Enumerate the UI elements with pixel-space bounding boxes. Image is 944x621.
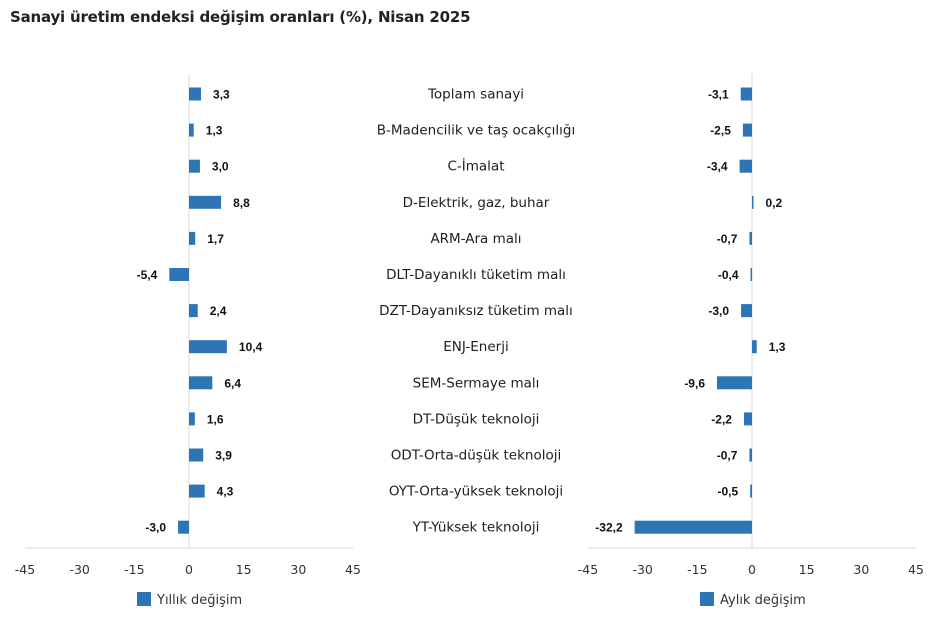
monthly-data-label: 0,2 [766, 196, 783, 210]
monthly-x-tick-label: -15 [687, 562, 707, 577]
category-label: Toplam sanayi [427, 87, 524, 103]
monthly-data-label: -0,5 [717, 485, 738, 499]
monthly-bar [750, 484, 752, 498]
annual-legend-swatch [137, 592, 151, 606]
monthly-data-label: -3,1 [708, 88, 729, 102]
monthly-data-label: -0,7 [717, 232, 738, 246]
annual-bar [189, 123, 194, 137]
annual-bar [189, 484, 205, 498]
category-label: ARM-Ara malı [430, 231, 521, 247]
monthly-x-tick-label: 15 [799, 562, 815, 577]
annual-x-tick-label: 0 [185, 562, 193, 577]
monthly-x-tick-label: 0 [748, 562, 756, 577]
annual-bar [189, 195, 222, 209]
category-labels: Toplam sanayi B-Madencilik ve taş ocakçıl… [377, 87, 576, 536]
monthly-data-label: -0,7 [717, 449, 738, 463]
monthly-legend: Aylık değişim [700, 592, 806, 608]
monthly-x-tick-label: 45 [908, 562, 924, 577]
annual-bar [169, 268, 189, 281]
category-label: DT-Düşük teknoloji [413, 411, 540, 427]
annual-bar [189, 87, 202, 101]
annual-data-label: 1,3 [206, 124, 223, 138]
monthly-bar [634, 520, 752, 534]
monthly-data-label: 1,3 [769, 340, 786, 354]
annual-data-label: 2,4 [210, 304, 227, 318]
monthly-data-label: -3,4 [707, 160, 728, 174]
monthly-x-tick-label: -30 [632, 562, 652, 577]
annual-bar [189, 412, 195, 426]
annual-bar [189, 376, 213, 390]
annual-x-tick-label: 30 [290, 562, 306, 577]
monthly-bar [752, 195, 754, 209]
category-label: ODT-Orta-düşük teknoloji [391, 448, 561, 464]
annual-data-label: 10,4 [239, 340, 263, 354]
monthly-bar [743, 412, 752, 426]
monthly-data-label: -2,2 [711, 412, 732, 426]
annual-x-tick-label: -30 [69, 562, 89, 577]
monthly-change-panel: -45 -30 -15 0 15 30 45 -3,1 -2,5 -3,4 0,2 -0,7 -0,4 -… [578, 74, 924, 608]
category-label: C-İmalat [447, 157, 504, 175]
category-label: ENJ-Enerji [443, 339, 508, 355]
annual-data-label: 4,3 [217, 485, 234, 499]
category-label: B-Madencilik ve taş ocakçılığı [377, 123, 576, 139]
annual-data-label: 3,9 [215, 449, 232, 463]
annual-data-label: 3,0 [212, 160, 229, 174]
category-label: DZT-Dayanıksız tüketim malı [379, 303, 573, 319]
category-label: OYT-Orta-yüksek teknoloji [389, 484, 563, 500]
monthly-data-label: -32,2 [595, 521, 623, 535]
chart-title: Sanayi üretim endeksi değişim oranları (… [10, 8, 471, 26]
monthly-bar [750, 268, 753, 281]
monthly-bar [749, 231, 752, 245]
annual-legend-label: Yıllık değişim [156, 593, 242, 608]
monthly-data-label: -9,6 [684, 376, 705, 390]
category-label: DLT-Dayanıklı tüketim malı [386, 267, 566, 283]
monthly-data-label: -2,5 [710, 124, 731, 138]
annual-data-label: 6,4 [224, 376, 241, 390]
annual-x-tick-label: -45 [15, 562, 35, 577]
category-label: SEM-Sermaye malı [413, 375, 540, 391]
monthly-bar [752, 340, 757, 354]
annual-data-label: 1,6 [207, 412, 224, 426]
monthly-bar [739, 159, 752, 173]
annual-legend: Yıllık değişim [137, 592, 242, 608]
annual-data-label: 3,3 [213, 88, 230, 102]
monthly-bar [742, 123, 752, 137]
monthly-bar [717, 376, 752, 390]
annual-bar [189, 448, 204, 462]
annual-data-label: 8,8 [233, 196, 250, 210]
annual-data-label: -3,0 [145, 521, 166, 535]
annual-bar [189, 231, 196, 245]
monthly-x-tick-label: 30 [853, 562, 869, 577]
category-label: D-Elektrik, gaz, buhar [403, 195, 550, 211]
annual-data-label: 1,7 [207, 232, 224, 246]
annual-x-tick-label: 45 [345, 562, 361, 577]
annual-change-panel: -45 -30 -15 0 15 30 45 3,3 1,3 3,0 8,8 1,7 -5,4 2,4 10… [15, 74, 361, 608]
monthly-bar [741, 304, 752, 318]
monthly-legend-swatch [700, 592, 714, 606]
annual-bar [189, 340, 227, 354]
annual-bar [189, 159, 200, 173]
monthly-bar [740, 87, 752, 101]
annual-x-tick-label: 15 [236, 562, 252, 577]
monthly-legend-label: Aylık değişim [720, 593, 806, 608]
annual-bar [178, 520, 189, 534]
annual-x-tick-label: -15 [124, 562, 144, 577]
monthly-bar [749, 448, 752, 462]
monthly-data-label: -3,0 [708, 304, 729, 318]
annual-data-label: -5,4 [137, 268, 158, 282]
monthly-data-label: -0,4 [718, 268, 739, 282]
monthly-x-tick-label: -45 [578, 562, 598, 577]
annual-bar [189, 304, 198, 318]
category-label: YT-Yüksek teknoloji [412, 520, 540, 536]
